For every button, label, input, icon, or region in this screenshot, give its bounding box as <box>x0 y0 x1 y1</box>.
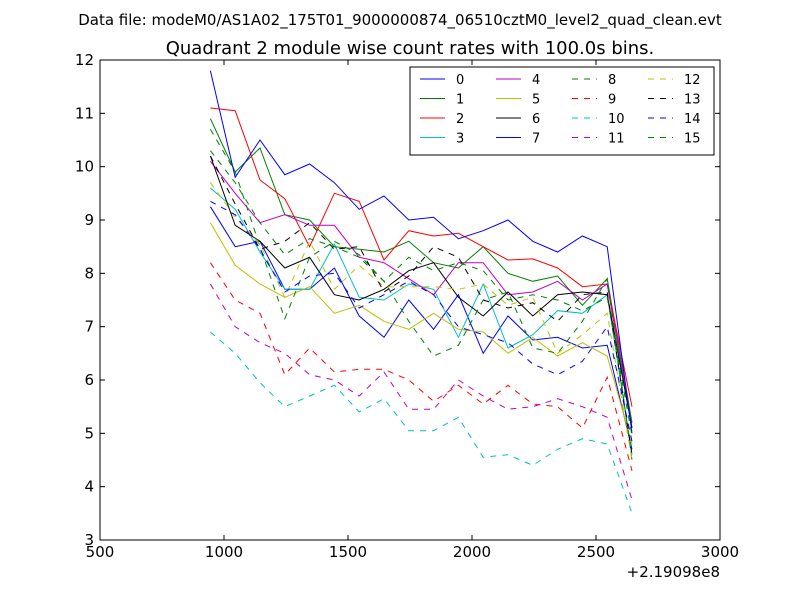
legend-label-3: 3 <box>456 132 464 147</box>
legend-label-10: 10 <box>608 112 625 127</box>
axes: 500 1000 1500 2000 2500 30003456789101112+2.1… <box>75 51 739 581</box>
series-line-1 <box>209 118 633 423</box>
legend-label-15: 15 <box>684 132 701 147</box>
x-tick-label: 2500 <box>577 543 615 561</box>
y-tick-label: 3 <box>84 531 94 549</box>
plot-area <box>209 70 633 514</box>
x-tick-label: 1000 <box>205 543 243 561</box>
series-line-11 <box>209 283 633 501</box>
y-tick-label: 4 <box>84 478 94 496</box>
legend-label-5: 5 <box>532 93 540 108</box>
legend-label-13: 13 <box>684 93 701 108</box>
series-line-9 <box>209 262 633 471</box>
series-line-5 <box>209 222 633 445</box>
x-tick-label: 2000 <box>453 543 491 561</box>
series-line-13 <box>209 155 633 455</box>
y-tick-label: 9 <box>84 211 94 229</box>
x-tick-label: 3000 <box>701 543 739 561</box>
x-tick-label: 500 <box>86 543 115 561</box>
y-tick-label: 10 <box>75 158 94 176</box>
series-line-14 <box>210 200 633 442</box>
legend-label-14: 14 <box>684 112 701 127</box>
legend-label-6: 6 <box>532 112 540 127</box>
series-line-12 <box>209 182 633 461</box>
legend-box <box>409 66 715 156</box>
plot-frame <box>99 59 721 541</box>
legend-label-7: 7 <box>532 132 540 147</box>
legend-label-8: 8 <box>608 73 616 88</box>
y-tick-label: 7 <box>84 318 94 336</box>
series-line-4 <box>210 160 633 429</box>
x-offset-label: +2.19098e8 <box>627 563 720 581</box>
series-line-7 <box>209 70 633 434</box>
legend-label-11: 11 <box>608 132 625 147</box>
series-line-2 <box>210 107 633 407</box>
legend-label-0: 0 <box>456 73 464 88</box>
legend-label-1: 1 <box>456 93 464 108</box>
legend-label-2: 2 <box>456 112 464 127</box>
y-tick-label: 6 <box>84 371 94 389</box>
y-tick-label: 8 <box>84 264 94 282</box>
series-line-0 <box>209 206 633 450</box>
series-line-10 <box>210 331 633 514</box>
data-file-header: Data file: modeM0/AS1A02_175T01_90000008… <box>78 11 722 30</box>
legend-label-4: 4 <box>532 73 540 88</box>
series-line-6 <box>209 155 633 429</box>
chart-title: Quadrant 2 module wise count rates with … <box>166 38 655 59</box>
legend-label-9: 9 <box>608 93 616 108</box>
y-tick-label: 11 <box>75 104 94 122</box>
legend-label-12: 12 <box>684 73 701 88</box>
y-tick-label: 12 <box>75 51 94 69</box>
y-tick-label: 5 <box>84 424 94 442</box>
series-line-15 <box>210 150 633 437</box>
x-tick-label: 1500 <box>329 543 367 561</box>
series-line-8 <box>209 129 633 461</box>
